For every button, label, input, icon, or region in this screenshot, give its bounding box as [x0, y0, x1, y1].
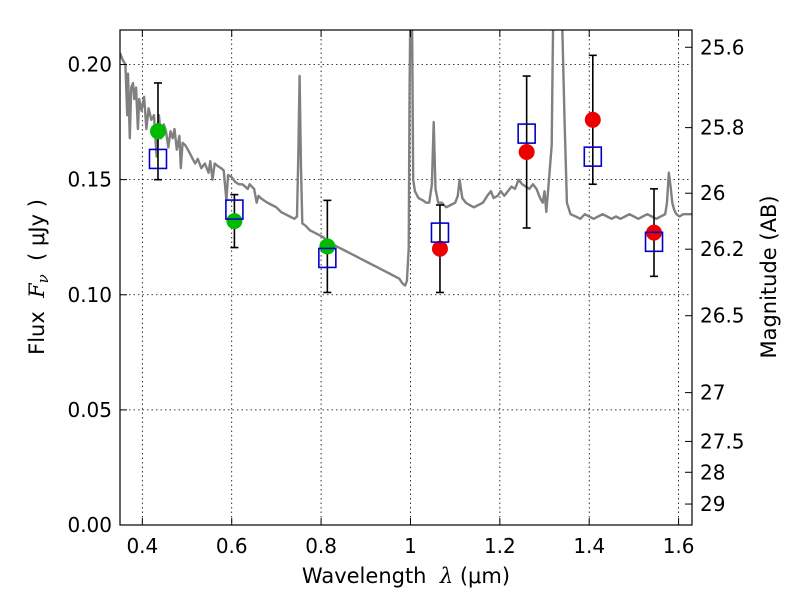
- plot-frame: [119, 29, 693, 526]
- model-flux-square: [225, 199, 244, 220]
- axis-ticks: [120, 30, 692, 526]
- spectrum-layer: [120, 30, 692, 287]
- observed-flux-point: [518, 144, 535, 161]
- magnitude-tick-label: 26.2: [700, 237, 745, 261]
- model-flux-square: [644, 231, 664, 253]
- model-flux-square: [583, 146, 603, 167]
- observed-flux-point: [584, 111, 601, 128]
- observed-flux-point: [431, 240, 448, 257]
- magnitude-tick-label: 29: [700, 492, 725, 516]
- y-tick-label: 0.05: [67, 398, 112, 422]
- x-axis-label: Wavelength λ (μm): [302, 564, 510, 588]
- y-tick-label: 0.10: [67, 283, 112, 307]
- y-axis-label-symbol: F: [25, 282, 49, 299]
- magnitude-tick-label: 25.8: [700, 116, 745, 140]
- data-markers: [148, 111, 664, 269]
- y-tick-label: 0.20: [67, 53, 112, 77]
- error-bars: [153, 54, 659, 294]
- y-tick-label: 0.00: [67, 513, 112, 537]
- magnitude-tick-label: 25.6: [700, 35, 745, 59]
- x-tick-label: 0.6: [216, 534, 248, 558]
- x-tick-label: 1.6: [663, 534, 695, 558]
- magnitude-tick-label: 26: [700, 181, 725, 205]
- y-axis-label-prefix: Flux: [25, 298, 49, 355]
- magnitude-tick-label: 28: [700, 460, 725, 484]
- x-tick-labels: 0.4 0.6 0.8 1 1.2 1.4 1.6: [126, 534, 694, 558]
- magnitude-tick-label: 26.5: [700, 304, 745, 328]
- magnitude-tick-labels: 25.6 25.8 26 26.2 26.5 27 27.5 28 29: [700, 35, 745, 516]
- model-flux-square: [430, 222, 450, 243]
- y2-axis-label: Magnitude (AB): [757, 195, 781, 358]
- x-tick-label: 0.4: [126, 534, 158, 558]
- observed-flux-point: [226, 213, 243, 230]
- observed-flux-point: [319, 238, 336, 255]
- y-tick-label: 0.15: [67, 168, 112, 192]
- x-tick-label: 1.2: [484, 534, 516, 558]
- x-tick-label: 1.4: [573, 534, 605, 558]
- x-axis-label-symbol: λ: [439, 564, 453, 588]
- y-tick-labels: 0.00 0.05 0.10 0.15 0.20: [67, 53, 112, 537]
- model-flux-square: [517, 123, 536, 144]
- magnitude-tick-label: 27: [700, 381, 725, 405]
- magnitude-tick-label: 27.5: [700, 429, 745, 453]
- y-axis-label-suffix: ( μJy ): [25, 199, 49, 274]
- x-tick-label: 0.8: [305, 534, 337, 558]
- template-spectrum-line: [120, 30, 692, 287]
- x-axis-label-suffix: (μm): [453, 564, 510, 588]
- observed-flux-point: [149, 123, 166, 140]
- x-axis-label-prefix: Wavelength: [302, 564, 440, 588]
- model-flux-square: [148, 148, 168, 170]
- x-tick-label: 1: [404, 534, 417, 558]
- model-flux-square: [318, 247, 337, 269]
- y-axis-label-subscript: ν: [34, 274, 52, 283]
- y-axis-label: Flux Fν ( μJy ): [25, 199, 52, 355]
